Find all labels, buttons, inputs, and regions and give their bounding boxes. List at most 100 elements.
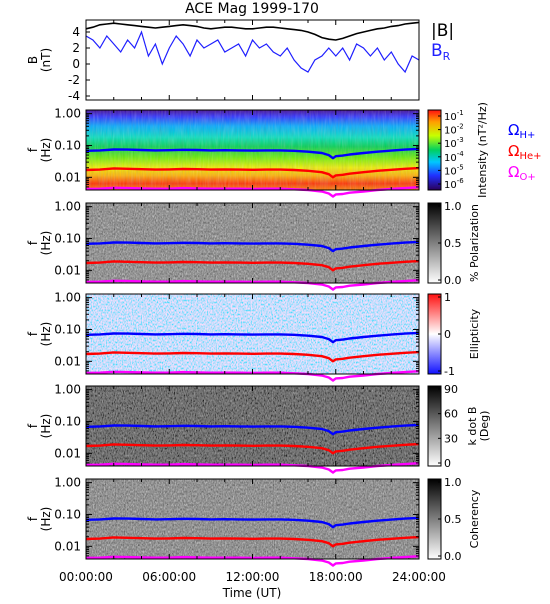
coherency-y-tick-label: 0.01	[54, 539, 81, 553]
intensity-colorbar-tick-label: 10-5	[444, 163, 464, 177]
kdotb-y-label: f(Hz)	[26, 414, 53, 439]
kdotb-colorbar-tick-label: 30	[444, 432, 458, 445]
intensity-y-tick-label: 0.01	[54, 170, 81, 184]
legend-omega-o-symbol: Ω	[508, 163, 519, 181]
polarization-gyro-h	[85, 240, 420, 253]
legend-omega-h: ΩH+	[508, 121, 535, 141]
b-field-y-tick-label: -2	[68, 73, 80, 87]
legend-omega-he: ΩHe+	[508, 142, 542, 162]
b-field-background	[86, 20, 419, 100]
coherency-gyro-h	[85, 516, 420, 529]
ellipticity-colorbar-tick-label: 1	[444, 291, 451, 304]
polarization-y-tick-label: 1.00	[54, 200, 81, 214]
kdotb-gyro-he	[85, 442, 420, 455]
ellipticity-colorbar-tick-label: -1	[444, 365, 455, 378]
b-field-y-label: B(nT)	[26, 48, 53, 72]
polarization-x-ticks	[85, 203, 420, 283]
ellipticity-colorbar-tick-base: -1	[444, 365, 455, 378]
polarization-colorbar-tick-label: 0.5	[444, 237, 462, 250]
polarization-y-tick-label: 0.01	[54, 263, 81, 277]
ellipticity-y-tick-label: 0.10	[54, 322, 81, 336]
kdotb-colorbar-label: k dot B(Deg)	[466, 407, 491, 446]
kdotb-x-ticks	[85, 386, 420, 466]
ellipticity-y-label-line: (Hz)	[39, 322, 53, 347]
x-tick-label: 12:00:00	[226, 570, 280, 584]
ellipticity-colorbar-tick-label: 0	[444, 328, 451, 341]
ellipticity-y-tick-label: 0.01	[54, 354, 81, 368]
legend-b-radial: BR	[431, 41, 451, 63]
ellipticity-colorbar: 1 0 -1 Ellipticity	[427, 291, 481, 378]
polarization-colorbar-tick-base: 0.5	[444, 237, 462, 250]
coherency-gyro-o	[85, 555, 420, 567]
kdotb-colorbar-scale	[427, 385, 442, 467]
legend-omega-h-subscript: H+	[519, 130, 535, 141]
b-field-y-tick-label: -4	[68, 89, 80, 103]
coherency-colorbar-tick-label: 0.5	[444, 513, 462, 526]
ellipticity-colorbar-label: Ellipticity	[468, 308, 481, 359]
intensity-colorbar-tick-base: 10	[444, 126, 457, 137]
intensity-gyro-o	[85, 186, 420, 198]
coherency-colorbar-tick-base: 1.0	[444, 476, 462, 489]
coherency-colorbar-tick-base: 0.0	[444, 550, 462, 563]
intensity-y-tick-label: 0.10	[54, 138, 81, 152]
b-field-y-tick-label: 2	[72, 41, 80, 55]
intensity-panel: 1.00 0.10 0.01	[54, 107, 420, 198]
ellipticity-gyro-h	[85, 331, 420, 344]
legend-omega-he-subscript: He+	[519, 151, 541, 162]
ellipticity-y-label: f(Hz)	[26, 322, 53, 347]
coherency-y-tick-label: 0.10	[54, 507, 81, 521]
kdotb-gyro-o	[85, 462, 420, 474]
x-axis-tick-labels: 00:00:00 06:00:00 12:00:00 18:00:00 24:00:00	[59, 570, 446, 584]
coherency-x-ticks	[85, 479, 420, 559]
intensity-colorbar-tick-label: 10-6	[444, 177, 464, 191]
intensity-colorbar-scale	[427, 109, 442, 191]
b-field-series-br	[85, 30, 420, 74]
ellipticity-gyro-he	[85, 350, 420, 363]
intensity-y-tick-label: 1.00	[54, 107, 81, 121]
kdotb-colorbar-label-line: k dot B	[466, 407, 479, 446]
chart-title: ACE Mag 1999-170	[185, 1, 319, 17]
gyrofrequency-legend: ΩH+ ΩHe+ ΩO+	[508, 121, 542, 183]
kdotb-colorbar-label-line: (Deg)	[478, 411, 491, 442]
kdotb-colorbar-tick-label: 90	[444, 383, 458, 396]
kdotb-y-tick-label: 0.10	[54, 414, 81, 428]
legend-b-radial-symbol: B	[431, 41, 443, 61]
ellipticity-panel: 1.00 0.10 0.01	[54, 291, 420, 382]
coherency-colorbar-tick-label: 1.0	[444, 476, 462, 489]
intensity-colorbar-tick-exponent: -1	[457, 109, 464, 117]
coherency-y-label-line: (Hz)	[39, 507, 53, 532]
b-field-y-tick-label: 4	[72, 25, 80, 39]
x-tick-label: 00:00:00	[59, 570, 113, 584]
polarization-y-label-line: f	[26, 240, 40, 245]
intensity-colorbar-tick-label: 10-2	[444, 123, 464, 137]
kdotb-y-label-line: f	[26, 423, 40, 428]
b-field-legend: |B| BR	[431, 21, 454, 63]
kdotb-colorbar-tick-base: 30	[444, 432, 458, 445]
intensity-colorbar-tick-exponent: -5	[457, 163, 464, 171]
ellipticity-x-ticks	[85, 294, 420, 374]
coherency-y-label-line: f	[26, 516, 40, 521]
b-field-series-b	[85, 21, 420, 41]
kdotb-colorbar-tick-label: 0	[444, 457, 451, 470]
kdotb-y-label-line: (Hz)	[39, 414, 53, 439]
intensity-colorbar-tick-base: 10	[444, 166, 457, 177]
ellipticity-colorbar-tick-base: 1	[444, 291, 451, 304]
polarization-colorbar-tick-base: 0.0	[444, 274, 462, 287]
intensity-colorbar-label: Intensity (nT²/Hz)	[476, 102, 489, 198]
kdotb-gyro-h	[85, 423, 420, 436]
intensity-colorbar-tick-base: 10	[444, 139, 457, 150]
polarization-gyro-o	[85, 279, 420, 291]
b-field-y-tick-label: 0	[72, 57, 80, 71]
polarization-colorbar: 1.0 0.5 0.0 % Polarization	[427, 200, 481, 287]
coherency-colorbar: 1.0 0.5 0.0 Coherency	[427, 476, 481, 563]
kdotb-y-tick-label: 0.01	[54, 446, 81, 460]
intensity-colorbar-tick-base: 10	[444, 112, 457, 123]
x-axis-title: Time (UT)	[222, 586, 282, 600]
legend-omega-h-symbol: Ω	[508, 121, 519, 139]
b-field-x-ticks	[85, 20, 420, 100]
kdotb-y-tick-label: 1.00	[54, 383, 81, 397]
kdotb-colorbar: 90 60 30 0 k dot B(Deg)	[427, 383, 491, 470]
intensity-colorbar-tick-base: 10	[444, 153, 457, 164]
kdotb-colorbar-tick-base: 90	[444, 383, 458, 396]
legend-omega-he-symbol: Ω	[508, 142, 519, 160]
